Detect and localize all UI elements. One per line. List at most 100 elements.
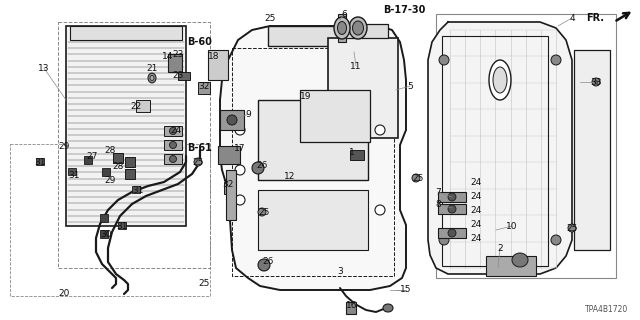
Text: 3: 3: [337, 268, 343, 276]
Text: 24: 24: [470, 234, 482, 243]
Text: 8: 8: [435, 199, 441, 209]
Ellipse shape: [439, 235, 449, 245]
Text: 11: 11: [350, 61, 362, 70]
Ellipse shape: [235, 125, 245, 135]
Text: 2: 2: [497, 244, 503, 252]
Ellipse shape: [235, 165, 245, 175]
Ellipse shape: [337, 21, 346, 35]
Text: 26: 26: [256, 161, 268, 170]
Text: 1: 1: [349, 148, 355, 156]
Text: 13: 13: [38, 63, 50, 73]
Bar: [350, 150, 364, 160]
Text: 22: 22: [131, 101, 141, 110]
Ellipse shape: [194, 158, 202, 166]
Bar: [58, 22, 210, 268]
Bar: [68, 168, 76, 175]
Bar: [338, 24, 388, 38]
Ellipse shape: [568, 224, 576, 232]
Ellipse shape: [170, 141, 177, 148]
Ellipse shape: [383, 304, 393, 312]
Ellipse shape: [439, 55, 449, 65]
Text: 24: 24: [470, 178, 482, 187]
Text: 28: 28: [104, 146, 116, 155]
Text: 18: 18: [208, 52, 220, 60]
Bar: [168, 54, 182, 72]
Bar: [258, 190, 368, 250]
Text: 24: 24: [470, 191, 482, 201]
Ellipse shape: [353, 21, 364, 35]
Text: 25: 25: [264, 13, 276, 22]
Bar: [220, 110, 244, 130]
Text: 7: 7: [435, 188, 441, 196]
Text: 31: 31: [132, 186, 144, 195]
Ellipse shape: [150, 76, 154, 81]
Bar: [125, 157, 135, 167]
Bar: [574, 50, 610, 250]
Bar: [232, 48, 394, 276]
Ellipse shape: [412, 174, 420, 182]
Ellipse shape: [592, 78, 600, 86]
Ellipse shape: [551, 235, 561, 245]
Bar: [208, 50, 228, 80]
Bar: [258, 100, 368, 180]
Text: 30: 30: [100, 229, 112, 238]
Ellipse shape: [235, 195, 245, 205]
Bar: [218, 146, 240, 164]
Text: 5: 5: [407, 82, 413, 91]
Text: 31: 31: [35, 157, 45, 166]
Bar: [102, 168, 110, 176]
Bar: [442, 36, 548, 266]
Bar: [226, 170, 236, 220]
Ellipse shape: [349, 17, 367, 39]
Bar: [198, 82, 210, 94]
Text: 16: 16: [346, 301, 358, 310]
Text: 28: 28: [112, 162, 124, 171]
Bar: [268, 26, 348, 46]
Ellipse shape: [227, 115, 237, 125]
Ellipse shape: [334, 17, 350, 39]
Bar: [66, 26, 186, 226]
Ellipse shape: [258, 259, 270, 271]
Bar: [136, 100, 150, 112]
Text: 14: 14: [163, 52, 173, 60]
Polygon shape: [220, 26, 406, 290]
Ellipse shape: [375, 205, 385, 215]
Text: 26: 26: [262, 258, 274, 267]
Bar: [436, 14, 616, 278]
Text: 31: 31: [116, 221, 128, 230]
Text: 23: 23: [172, 50, 184, 59]
Ellipse shape: [258, 208, 266, 216]
Bar: [346, 302, 356, 314]
Ellipse shape: [375, 125, 385, 135]
Text: 24: 24: [170, 125, 182, 134]
Bar: [118, 222, 126, 229]
Text: 25: 25: [412, 173, 424, 182]
Text: 23: 23: [172, 70, 184, 79]
Bar: [70, 26, 182, 40]
Bar: [438, 192, 466, 202]
Bar: [164, 140, 182, 150]
Bar: [113, 153, 123, 163]
Ellipse shape: [448, 193, 456, 201]
Bar: [486, 256, 536, 276]
Text: 12: 12: [284, 172, 296, 180]
Bar: [132, 186, 140, 193]
Text: 29: 29: [58, 141, 70, 150]
Ellipse shape: [594, 80, 598, 84]
Text: B-61: B-61: [188, 143, 212, 153]
Text: 31: 31: [68, 171, 80, 180]
Text: 25: 25: [566, 223, 578, 233]
Text: FR.: FR.: [586, 13, 604, 23]
Text: B-60: B-60: [188, 37, 212, 47]
Ellipse shape: [448, 205, 456, 213]
Text: 17: 17: [234, 143, 246, 153]
Text: 32: 32: [198, 82, 210, 91]
Text: 25: 25: [192, 157, 204, 166]
Text: 15: 15: [400, 285, 412, 294]
Ellipse shape: [252, 162, 264, 174]
Bar: [125, 169, 135, 179]
Ellipse shape: [170, 156, 177, 163]
Text: 33: 33: [590, 77, 602, 86]
Text: 25: 25: [259, 207, 269, 217]
Ellipse shape: [148, 73, 156, 83]
